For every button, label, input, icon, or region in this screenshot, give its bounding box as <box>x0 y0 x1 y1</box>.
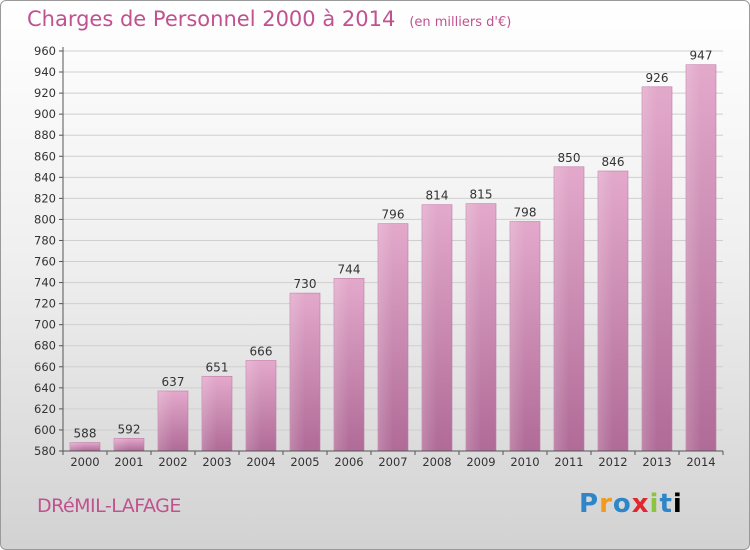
bar-value-label: 846 <box>602 155 625 169</box>
bar-value-label: 815 <box>470 188 493 202</box>
bar-value-label: 798 <box>514 206 537 220</box>
y-tick-label: 680 <box>34 339 56 353</box>
x-tick-label: 2007 <box>378 455 407 469</box>
bar-highlight <box>114 438 129 451</box>
logo-letter: x <box>631 489 650 519</box>
bar-highlight <box>290 293 305 451</box>
bar-highlight <box>554 166 569 451</box>
y-tick-label: 820 <box>34 191 56 205</box>
bar-value-label: 637 <box>162 375 185 389</box>
y-tick-label: 780 <box>34 233 56 247</box>
bar-highlight <box>510 221 525 451</box>
y-tick-label: 900 <box>34 107 56 121</box>
bar-highlight <box>70 442 85 451</box>
logo-letter: i <box>672 489 683 519</box>
y-tick-label: 640 <box>34 381 56 395</box>
x-tick-label: 2006 <box>334 455 363 469</box>
y-tick-label: 580 <box>34 444 56 458</box>
x-tick-label: 2004 <box>246 455 275 469</box>
bar-value-label: 744 <box>338 262 361 276</box>
y-tick-label: 760 <box>34 255 56 269</box>
bar-value-label: 814 <box>426 189 449 203</box>
x-tick-label: 2002 <box>158 455 187 469</box>
bar-highlight <box>598 171 613 451</box>
x-tick-label: 2000 <box>70 455 99 469</box>
y-tick-label: 620 <box>34 402 56 416</box>
bar-highlight <box>422 204 437 451</box>
chart-title-text: Charges de Personnel 2000 à 2014 <box>27 7 396 31</box>
bar-value-label: 588 <box>74 427 97 441</box>
bar-value-label: 850 <box>558 151 581 165</box>
x-tick-label: 2008 <box>422 455 451 469</box>
y-tick-label: 940 <box>34 65 56 79</box>
y-tick-label: 800 <box>34 212 56 226</box>
commune-name: DRéMIL-LAFAGE <box>37 495 181 517</box>
bar-value-label: 730 <box>294 277 317 291</box>
bar-highlight <box>686 64 701 452</box>
x-axis: 2000 2001 2002 2003 2004 2005 2006 2007 2008 2009… <box>62 450 724 469</box>
y-tick-label: 960 <box>34 44 56 58</box>
y-tick-label: 600 <box>34 423 56 437</box>
y-tick-label: 740 <box>34 276 56 290</box>
y-tick-label: 700 <box>34 318 56 332</box>
bar-value-label: 947 <box>690 49 713 63</box>
bar-highlight <box>158 391 173 451</box>
y-tick-label: 840 <box>34 170 56 184</box>
chart-title: Charges de Personnel 2000 à 2014 (en mill… <box>27 7 511 31</box>
bar-highlight <box>378 223 393 451</box>
logo-letter: r <box>599 489 613 519</box>
x-tick-label: 2013 <box>642 455 671 469</box>
x-tick-label: 2012 <box>598 455 627 469</box>
x-tick-label: 2011 <box>554 455 583 469</box>
y-tick-label: 720 <box>34 297 56 311</box>
bar-value-label: 796 <box>382 208 405 222</box>
bar-value-label: 926 <box>646 71 669 85</box>
y-tick-label: 880 <box>34 128 56 142</box>
y-tick-label: 860 <box>34 149 56 163</box>
bar-highlight <box>246 360 261 451</box>
x-tick-label: 2009 <box>466 455 495 469</box>
bar-value-label: 592 <box>118 422 141 436</box>
x-tick-label: 2003 <box>202 455 231 469</box>
bar-value-label: 651 <box>206 360 229 374</box>
logo-letter: t <box>659 489 673 519</box>
bar-highlight <box>642 86 657 451</box>
bar-value-label: 666 <box>250 344 273 358</box>
logo-letter: i <box>649 489 660 519</box>
logo-letter: o <box>612 489 632 519</box>
bar-highlight <box>466 203 481 451</box>
y-axis: 580 600 620 640 660 680 700 720 740 760 780 800 820 8… <box>34 44 64 458</box>
y-tick-label: 660 <box>34 360 56 374</box>
bar-highlight <box>334 278 349 451</box>
x-tick-label: 2001 <box>114 455 143 469</box>
logo-letter: P <box>579 489 600 519</box>
x-tick-label: 2010 <box>510 455 539 469</box>
bar-highlight <box>202 376 217 451</box>
x-tick-label: 2014 <box>686 455 715 469</box>
chart-unit: (en milliers d'€) <box>409 15 512 30</box>
x-tick-label: 2005 <box>290 455 319 469</box>
proxiti-logo: Proxiti <box>579 489 683 519</box>
y-tick-label: 920 <box>34 86 56 100</box>
bars: 588 592 637 651 666 730 744 796 814 815 798 850 846 9… <box>69 49 717 452</box>
